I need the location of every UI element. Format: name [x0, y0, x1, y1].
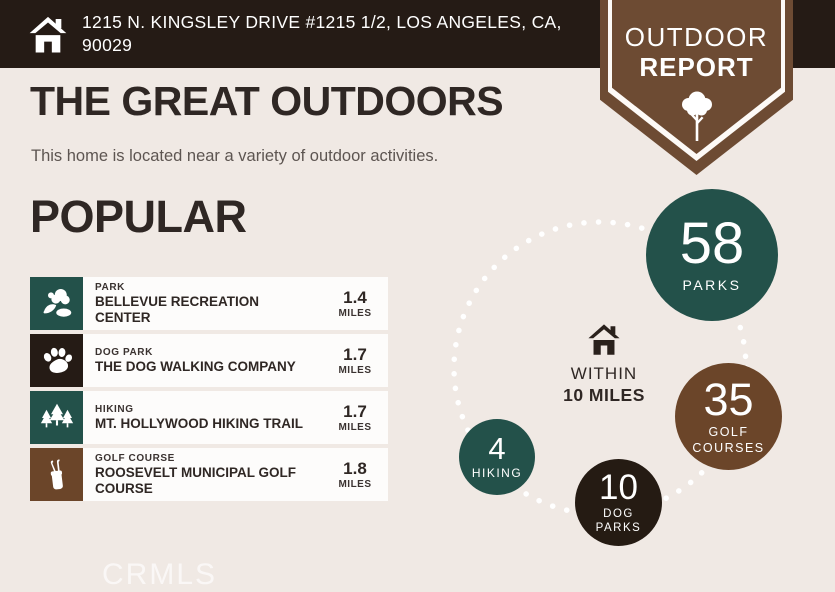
golf-courses-count: 35 [703, 373, 754, 425]
home-icon-center [587, 322, 621, 356]
item-name: MT. HOLLYWOOD HIKING TRAIL [95, 415, 303, 431]
badge-title-line2: REPORT [639, 52, 754, 82]
radius-center: WITHIN 10 MILES [554, 322, 654, 406]
dog-parks-label: DOG PARKS [595, 507, 642, 534]
within-label: WITHIN [570, 364, 638, 383]
dog-parks-count-bubble: 10 DOG PARKS [575, 459, 662, 546]
item-distance-unit: MILES [338, 478, 372, 490]
list-item-dog-park: DOG PARK THE DOG WALKING COMPANY 1.7 MIL… [30, 334, 388, 387]
item-category: GOLF COURSE [95, 453, 175, 465]
list-item-card: GOLF COURSE ROOSEVELT MUNICIPAL GOLF COU… [83, 448, 388, 501]
list-item-golf: GOLF COURSE ROOSEVELT MUNICIPAL GOLF COU… [30, 448, 388, 501]
item-distance-unit: MILES [338, 421, 372, 433]
hiking-count-bubble: 4 HIKING [459, 419, 535, 495]
item-category: DOG PARK [95, 346, 153, 358]
tree-icon [677, 89, 717, 147]
parks-label: PARKS [682, 277, 742, 294]
hiking-label: HIKING [471, 466, 523, 480]
item-name: BELLEVUE RECREATION CENTER [95, 294, 260, 325]
golf-bag-icon [30, 448, 83, 501]
parks-count-bubble: 58 PARKS [646, 189, 778, 321]
hiking-count: 4 [488, 431, 506, 466]
golf-courses-count-bubble: 35 GOLF COURSES [675, 363, 782, 470]
list-item-card: HIKING MT. HOLLYWOOD HIKING TRAIL 1.7 MI… [83, 391, 388, 444]
page-title: THE GREAT OUTDOORS [30, 78, 504, 124]
list-item-hiking: HIKING MT. HOLLYWOOD HIKING TRAIL 1.7 MI… [30, 391, 388, 444]
pine-trees-icon [30, 391, 83, 444]
item-distance: 1.8 [343, 458, 367, 478]
golf-courses-label: GOLF COURSES [692, 424, 765, 455]
parks-count: 58 [679, 211, 745, 277]
item-distance-unit: MILES [338, 364, 372, 376]
crmls-watermark: CRMLS [102, 558, 218, 591]
dog-parks-count: 10 [599, 467, 638, 507]
item-category: PARK [95, 282, 125, 294]
property-address: 1215 N. KINGSLEY DRIVE #1215 1/2, LOS AN… [82, 12, 562, 55]
item-name: THE DOG WALKING COMPANY [95, 358, 296, 374]
paw-icon [30, 334, 83, 387]
item-distance: 1.7 [343, 401, 367, 421]
page-subtitle: This home is located near a variety of o… [31, 147, 439, 165]
item-distance: 1.4 [343, 287, 367, 307]
popular-list: PARK BELLEVUE RECREATION CENTER 1.4 MILE… [30, 277, 388, 505]
home-icon [28, 13, 68, 55]
item-name: ROOSEVELT MUNICIPAL GOLF COURSE [95, 465, 297, 496]
popular-heading: POPULAR [30, 191, 247, 242]
badge-title-line1: OUTDOOR [624, 22, 769, 52]
list-item-card: DOG PARK THE DOG WALKING COMPANY 1.7 MIL… [83, 334, 388, 387]
item-distance: 1.7 [343, 344, 367, 364]
radius-miles-label: 10 MILES [563, 385, 645, 405]
park-icon [30, 277, 83, 330]
outdoor-report-badge: OUTDOOR REPORT [600, 0, 793, 175]
item-distance-unit: MILES [338, 307, 372, 319]
item-category: HIKING [95, 403, 134, 415]
list-item-park: PARK BELLEVUE RECREATION CENTER 1.4 MILE… [30, 277, 388, 330]
list-item-card: PARK BELLEVUE RECREATION CENTER 1.4 MILE… [83, 277, 388, 330]
